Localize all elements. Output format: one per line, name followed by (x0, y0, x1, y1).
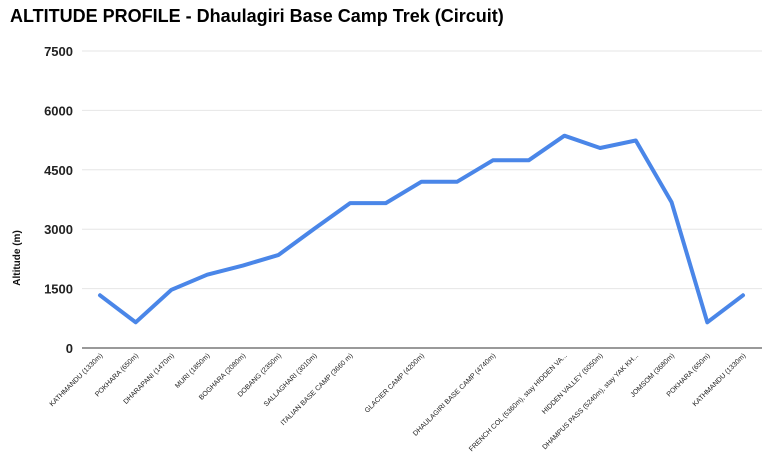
x-tick-label: KATHMANDU (1330m) (49, 352, 105, 408)
y-tick-label: 3000 (44, 222, 73, 237)
x-tick-label: ITALIAN BASE CAMP (3660 m) (280, 352, 355, 427)
y-axis-ticks: 0 1500 3000 4500 6000 7500 (44, 44, 73, 356)
y-tick-label: 4500 (44, 163, 73, 178)
x-tick-label: MURI (1850m) (174, 352, 211, 389)
y-tick-label: 7500 (44, 44, 73, 59)
x-tick-label: HIDDEN VALLEY (5050m) (541, 352, 604, 415)
altitude-series-line (98, 133, 745, 325)
gridlines (82, 50, 762, 349)
x-tick-label: DHAULAGIRI BASE CAMP (4740m) (412, 352, 497, 437)
x-axis-ticks: KATHMANDU (1330m)POKHARA (650m)DHARAPANI… (49, 352, 748, 453)
y-tick-label: 6000 (44, 103, 73, 118)
y-axis-label: Altitude (m) (12, 230, 23, 286)
y-tick-label: 0 (66, 341, 73, 356)
x-tick-label: GLACIER CAMP (4200m) (364, 352, 426, 414)
y-tick-label: 1500 (44, 282, 73, 297)
chart-title: ALTITUDE PROFILE - Dhaulagiri Base Camp … (10, 6, 504, 26)
